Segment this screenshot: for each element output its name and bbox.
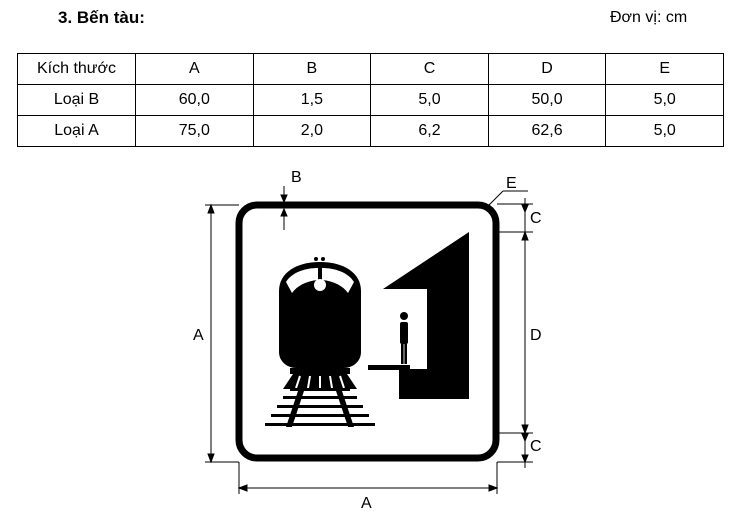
table-row: Loại A 75,0 2,0 6,2 62,6 5,0 bbox=[17, 115, 724, 147]
label-c-top: C bbox=[530, 210, 542, 227]
dimension-b bbox=[280, 186, 288, 230]
table-cell: 5,0 bbox=[605, 84, 724, 116]
table-cell: 6,2 bbox=[370, 115, 489, 147]
dimension-a-left bbox=[205, 203, 239, 464]
table-cell: 50,0 bbox=[487, 84, 607, 116]
table-cell: 75,0 bbox=[135, 115, 254, 147]
label-d: D bbox=[530, 327, 542, 344]
table-header-row: Kích thước A B C D E bbox=[17, 53, 724, 85]
unit-label: Đơn vị: cm bbox=[610, 9, 688, 26]
station-building-icon bbox=[368, 232, 469, 399]
dimension-e bbox=[486, 190, 528, 208]
train-icon bbox=[265, 257, 375, 427]
label-e: E bbox=[506, 175, 517, 192]
table-cell: 62,6 bbox=[487, 115, 607, 147]
label-a-bottom: A bbox=[361, 495, 372, 512]
table-cell: 5,0 bbox=[370, 84, 489, 116]
table-cell: Loại A bbox=[17, 115, 136, 147]
table-row: Loại B 60,0 1,5 5,0 50,0 5,0 bbox=[17, 84, 724, 116]
section-heading: 3. Bến tàu: bbox=[58, 8, 145, 27]
table-header-cell: C bbox=[370, 53, 489, 85]
table-cell: 1,5 bbox=[252, 84, 372, 116]
table-cell: 2,0 bbox=[252, 115, 372, 147]
dimensions-table: Kích thước A B C D E Loại B 60,0 1,5 5,0… bbox=[17, 53, 724, 147]
label-b: B bbox=[291, 169, 302, 186]
table-cell: 5,0 bbox=[605, 115, 724, 147]
person-icon bbox=[400, 312, 408, 364]
label-c-bottom: C bbox=[530, 438, 542, 455]
table-header-cell: Kích thước bbox=[17, 53, 136, 85]
dimension-a-bottom bbox=[237, 462, 499, 494]
table-header-cell: D bbox=[487, 53, 607, 85]
label-a-left: A bbox=[193, 327, 204, 344]
dimension-right bbox=[497, 198, 533, 468]
